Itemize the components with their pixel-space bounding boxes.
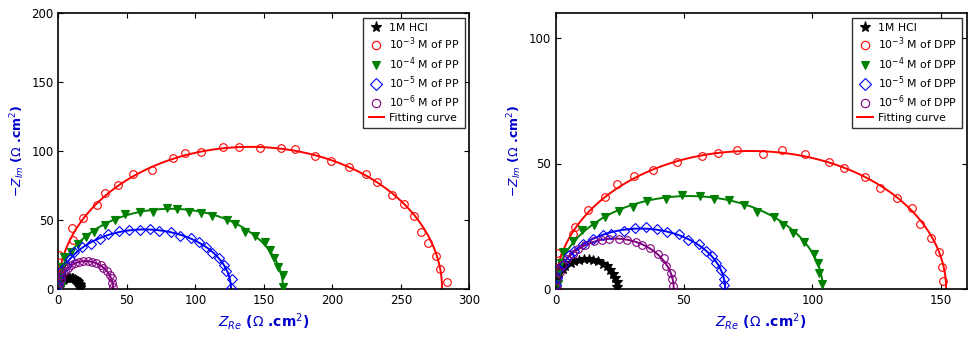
Y-axis label: $- Z_{Im}$ ($\Omega$ .cm$^2$): $- Z_{Im}$ ($\Omega$ .cm$^2$) bbox=[9, 105, 27, 197]
X-axis label: $Z_{Re}$ ($\Omega$ .cm$^2$): $Z_{Re}$ ($\Omega$ .cm$^2$) bbox=[218, 311, 309, 332]
Legend: 1M HCl, 10$^{-3}$ M of PP, 10$^{-4}$ M of PP, 10$^{-5}$ M of PP, 10$^{-6}$ M of : 1M HCl, 10$^{-3}$ M of PP, 10$^{-4}$ M o… bbox=[364, 18, 465, 129]
X-axis label: $Z_{Re}$ ($\Omega$ .cm$^2$): $Z_{Re}$ ($\Omega$ .cm$^2$) bbox=[716, 311, 806, 332]
Legend: 1M HCl, 10$^{-3}$ M of DPP, 10$^{-4}$ M of DPP, 10$^{-5}$ M of DPP, 10$^{-6}$ M : 1M HCl, 10$^{-3}$ M of DPP, 10$^{-4}$ M … bbox=[852, 18, 962, 129]
Y-axis label: $- Z_{Im}$ ($\Omega$ .cm$^2$): $- Z_{Im}$ ($\Omega$ .cm$^2$) bbox=[505, 105, 525, 197]
